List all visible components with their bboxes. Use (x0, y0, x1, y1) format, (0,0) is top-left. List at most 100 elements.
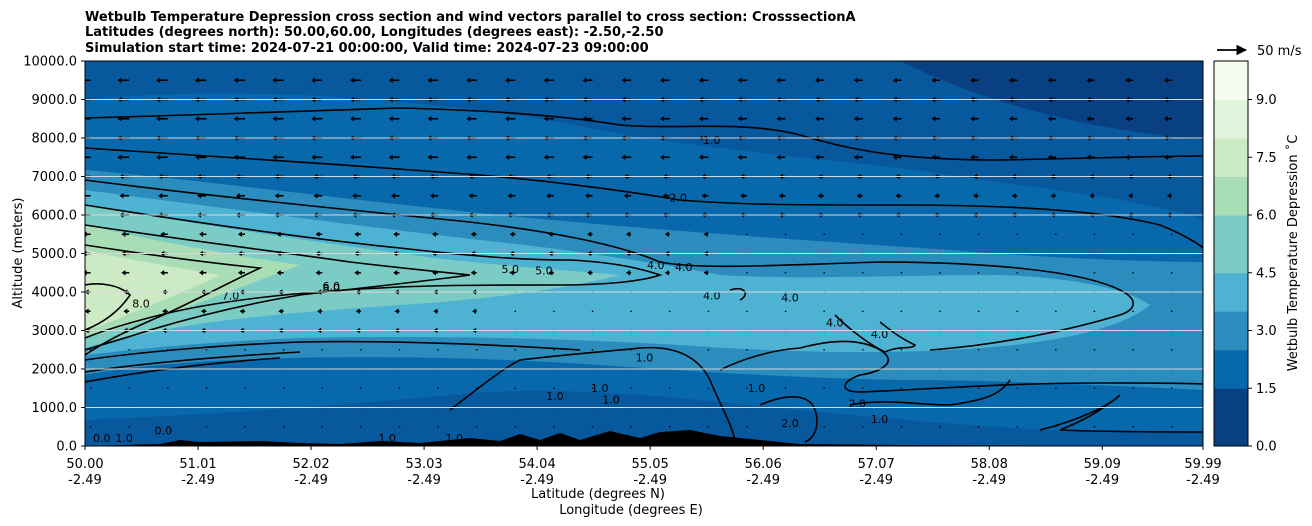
wind-vector-head (621, 77, 626, 84)
wind-vector (823, 387, 825, 390)
wind-vector-head (272, 115, 277, 122)
colorbar-frame (1213, 60, 1249, 447)
wind-vector (205, 387, 208, 390)
wind-vector (282, 425, 285, 428)
wind-vector (900, 425, 903, 428)
wind-vector-head (156, 154, 161, 161)
contour-label: 4.0 (781, 292, 799, 305)
wind-vector (591, 387, 594, 390)
wind-vector (668, 387, 671, 390)
wind-vector (1055, 348, 1057, 351)
wind-vector-head (470, 269, 475, 276)
wind-vector-head (505, 77, 510, 84)
wind-vector-head (546, 192, 551, 199)
wind-vector-head (626, 269, 631, 276)
wind-vector-head (582, 154, 587, 161)
wind-vector-head (354, 231, 359, 238)
wind-vector (360, 348, 362, 351)
wind-vector-head (587, 269, 592, 276)
x-tick-label-lat: 59.99 (1184, 457, 1221, 472)
wind-vector (514, 310, 517, 313)
wind-vector-head (660, 115, 665, 122)
colorbar: 0.0 1.5 3.0 4.5 6.0 7.5 9.0 Wetbulb Temperatur… (1213, 60, 1301, 455)
wind-vector (861, 310, 864, 313)
wind-vector (1093, 348, 1096, 351)
x-tick-label-lon: -2.49 (633, 473, 667, 488)
wind-vector-head (931, 77, 936, 84)
x-tick-label-lon: -2.49 (407, 473, 441, 488)
contour-label: 1.0 (602, 394, 620, 407)
wind-vector (1170, 425, 1173, 428)
wind-vector (437, 387, 439, 390)
wind-vector (437, 425, 439, 428)
x-tick-label-lat: 54.04 (519, 457, 556, 472)
wind-vector (89, 387, 92, 390)
wind-vector (1132, 233, 1134, 236)
wind-vector-head (274, 192, 279, 199)
contour-label: 4.0 (826, 317, 844, 330)
wind-vector (244, 425, 246, 428)
wind-vector (668, 425, 671, 428)
x-tick-label-lon: -2.49 (68, 473, 102, 488)
x-tick-label-lon: -2.49 (972, 473, 1006, 488)
wind-vector-head (194, 154, 199, 161)
wind-vector (746, 233, 748, 236)
colorbar-level (1214, 61, 1248, 81)
wind-vector (514, 387, 517, 390)
wind-vector-head (160, 269, 165, 276)
wind-vector-head (970, 77, 975, 84)
wind-vector (128, 387, 131, 390)
wind-vector-head (1128, 192, 1133, 199)
wind-vector-head (776, 77, 781, 84)
wind-vector-head (1047, 154, 1052, 161)
contour-label: 2.0 (781, 417, 799, 430)
wind-vector (1055, 387, 1057, 390)
wind-vector-head (892, 115, 897, 122)
wind-vector (630, 348, 632, 351)
colorbar-level (1214, 388, 1248, 408)
wind-vector (553, 387, 555, 390)
wind-vector (167, 387, 169, 390)
wind-vector (1132, 425, 1134, 428)
wind-vector-head (853, 77, 858, 84)
fill-lightblue-band (85, 190, 1150, 355)
wind-vector-head (582, 115, 587, 122)
fill-upper-dark (85, 61, 1203, 220)
y-tick-label: 4000.0 (32, 286, 78, 301)
wind-vector-head (931, 115, 936, 122)
wind-vector (1016, 425, 1019, 428)
contour-line (85, 340, 581, 361)
wind-vector-head (815, 77, 820, 84)
colorbar-level (1214, 176, 1248, 197)
wind-vector (630, 310, 632, 313)
wind-vector (89, 348, 92, 351)
x-tick-label-lat: 57.07 (858, 457, 895, 472)
wind-vector-head (660, 77, 665, 84)
wind-vector (167, 425, 169, 428)
fill-boundary-layer (85, 390, 1203, 446)
wind-vector (205, 425, 208, 428)
fill-lightgreen-core (85, 250, 220, 330)
contour-line (85, 283, 132, 331)
wind-vector-head (703, 231, 708, 238)
x-tick-label-lon: -2.49 (181, 473, 215, 488)
wind-vector (1016, 310, 1019, 313)
wind-vector-head (311, 115, 316, 122)
wind-vector-head (470, 231, 475, 238)
wind-vector (1016, 271, 1019, 274)
wind-vector (475, 425, 478, 428)
wind-vector-head (272, 77, 277, 84)
wind-vector (707, 387, 710, 390)
wind-vector (939, 425, 941, 428)
wind-vector (1055, 310, 1057, 313)
wind-vector (321, 387, 324, 390)
wind-vector-head (466, 154, 471, 161)
wind-vector (900, 271, 903, 274)
wind-vector-head (237, 231, 242, 238)
y-tick-label: 5000.0 (32, 247, 78, 262)
wind-vector (939, 387, 941, 390)
x-tick-label-lat: 58.08 (971, 457, 1008, 472)
wind-vector-head (431, 231, 436, 238)
wind-vector (1093, 310, 1096, 313)
wind-vector-head (123, 308, 128, 315)
